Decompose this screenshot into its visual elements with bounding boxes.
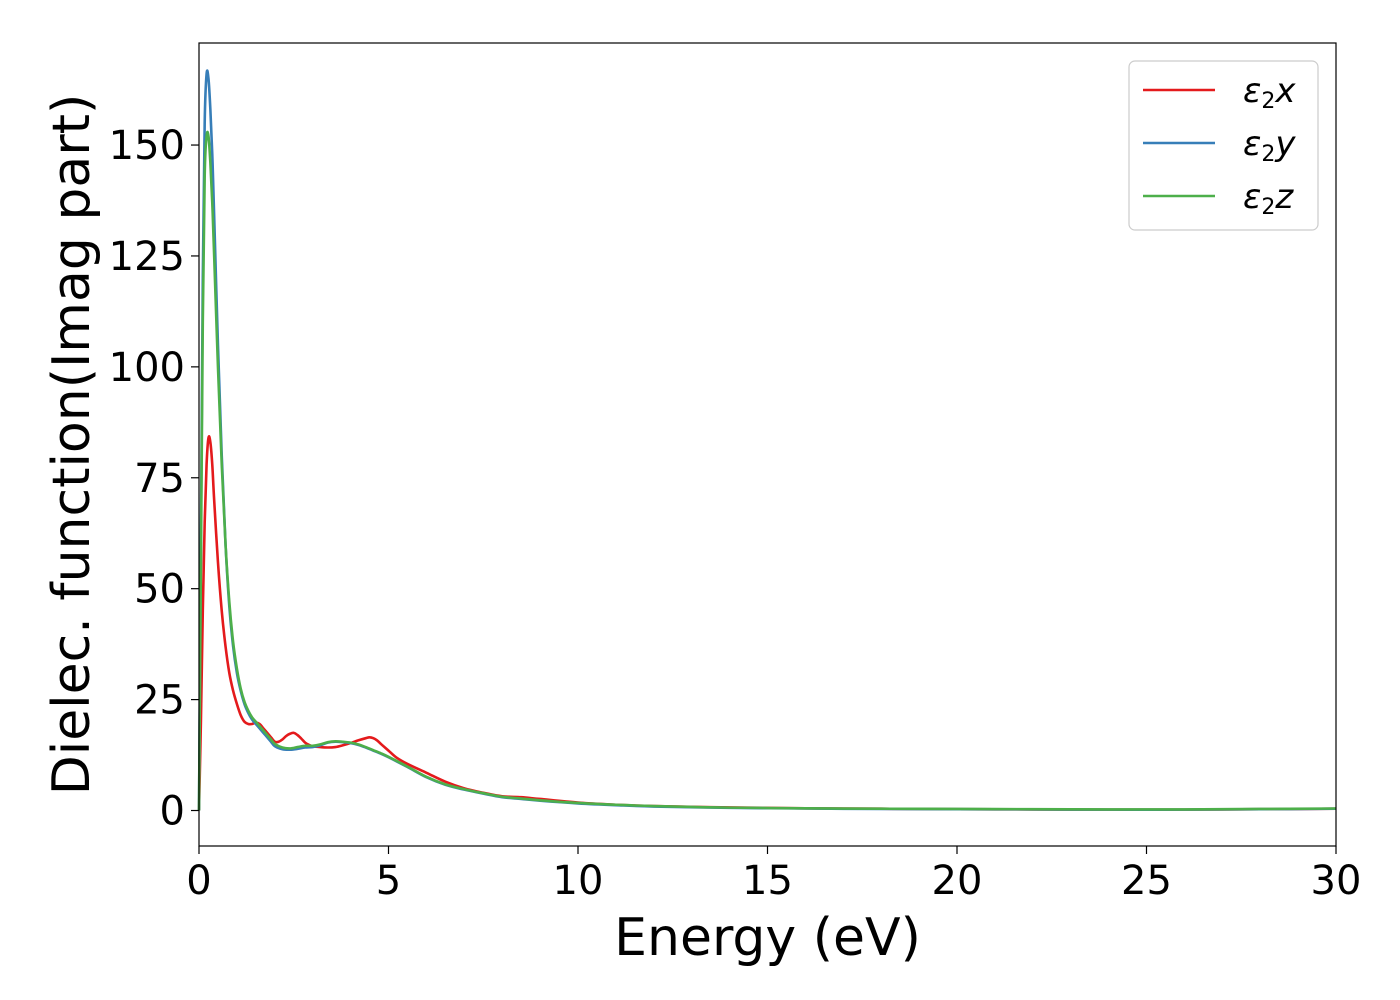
y-tick-label: 125 bbox=[109, 234, 185, 280]
y-tick-label: 25 bbox=[134, 678, 185, 724]
x-axis-label: Energy (eV) bbox=[614, 908, 921, 968]
y-tick-label: 150 bbox=[109, 123, 185, 169]
x-tick-label: 20 bbox=[932, 858, 983, 904]
legend-label-y: ε2y bbox=[1243, 124, 1296, 167]
series-line-x bbox=[197, 435, 1337, 811]
y-tick-label: 0 bbox=[160, 789, 185, 835]
series-line-z bbox=[197, 130, 1337, 811]
x-tick-label: 10 bbox=[553, 858, 604, 904]
y-axis-label: Dielec. function(Imag part) bbox=[42, 94, 102, 796]
y-tick-label: 75 bbox=[134, 456, 185, 502]
x-tick-label: 15 bbox=[742, 858, 793, 904]
tick-layer: 0 5 10 15 20 25 30 0 25 50 75 100 125 150 bbox=[109, 123, 1362, 904]
x-tick-label: 0 bbox=[186, 858, 211, 904]
x-tick-label: 30 bbox=[1311, 858, 1362, 904]
legend: ε2x ε2y ε2z bbox=[1128, 60, 1319, 231]
series-layer bbox=[197, 69, 1337, 811]
y-tick-label: 50 bbox=[134, 567, 185, 613]
x-tick-label: 25 bbox=[1121, 858, 1172, 904]
legend-label-x: ε2x bbox=[1243, 71, 1296, 114]
legend-label-z: ε2z bbox=[1243, 177, 1294, 220]
x-tick-label: 5 bbox=[376, 858, 401, 904]
legend-box bbox=[1128, 60, 1319, 231]
y-tick-label: 100 bbox=[109, 345, 185, 391]
